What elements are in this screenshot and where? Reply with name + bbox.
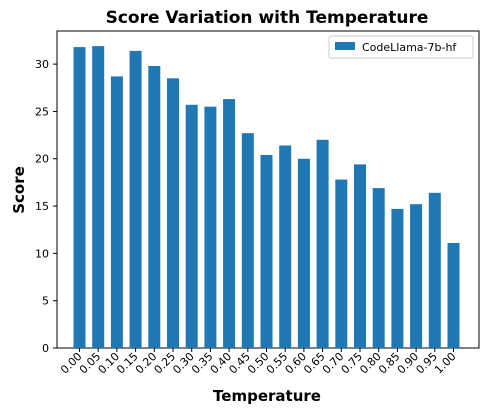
y-tick-label: 15 xyxy=(35,200,49,213)
y-axis-label: Score xyxy=(10,166,28,214)
bar-0.65 xyxy=(316,139,329,348)
bar-0.75 xyxy=(354,164,366,348)
x-axis: 0.000.050.100.150.200.250.300.350.400.45… xyxy=(58,348,459,376)
bar-0.55 xyxy=(279,145,292,348)
bar-0.95 xyxy=(428,192,441,348)
bar-0.00 xyxy=(73,47,86,349)
bar-0.10 xyxy=(110,76,123,349)
y-tick-label: 0 xyxy=(42,342,49,355)
y-axis: 0 5 10 15 20 25 30 xyxy=(35,58,57,355)
bar-0.05 xyxy=(92,46,105,348)
bar-0.80 xyxy=(372,188,385,348)
bar-0.20 xyxy=(148,66,161,348)
x-tick-label: 1.00 xyxy=(432,350,459,377)
y-tick-label: 25 xyxy=(35,105,49,118)
legend-box xyxy=(328,35,474,59)
y-tick-label: 10 xyxy=(35,247,49,260)
legend: CodeLlama-7b-hf xyxy=(328,35,474,59)
bar-0.70 xyxy=(335,179,348,348)
bar-0.85 xyxy=(391,208,404,348)
bar-0.15 xyxy=(129,50,142,349)
legend-label: CodeLlama-7b-hf xyxy=(362,41,457,54)
y-tick-label: 20 xyxy=(35,153,49,166)
bar-0.90 xyxy=(410,204,423,348)
bar-0.45 xyxy=(241,133,254,348)
bar-0.25 xyxy=(167,78,179,348)
bars-group xyxy=(73,46,460,349)
legend-swatch xyxy=(335,42,355,50)
y-tick-label: 5 xyxy=(42,295,49,308)
bar-1.00 xyxy=(447,242,460,348)
chart-title: Score Variation with Temperature xyxy=(106,8,429,28)
bar-0.30 xyxy=(185,104,198,348)
x-axis-label: Temperature xyxy=(213,387,321,405)
bar-0.60 xyxy=(297,158,310,348)
bar-0.40 xyxy=(223,99,236,348)
bar-0.50 xyxy=(260,154,273,348)
y-tick-label: 30 xyxy=(35,58,49,71)
bar-0.35 xyxy=(204,106,217,348)
